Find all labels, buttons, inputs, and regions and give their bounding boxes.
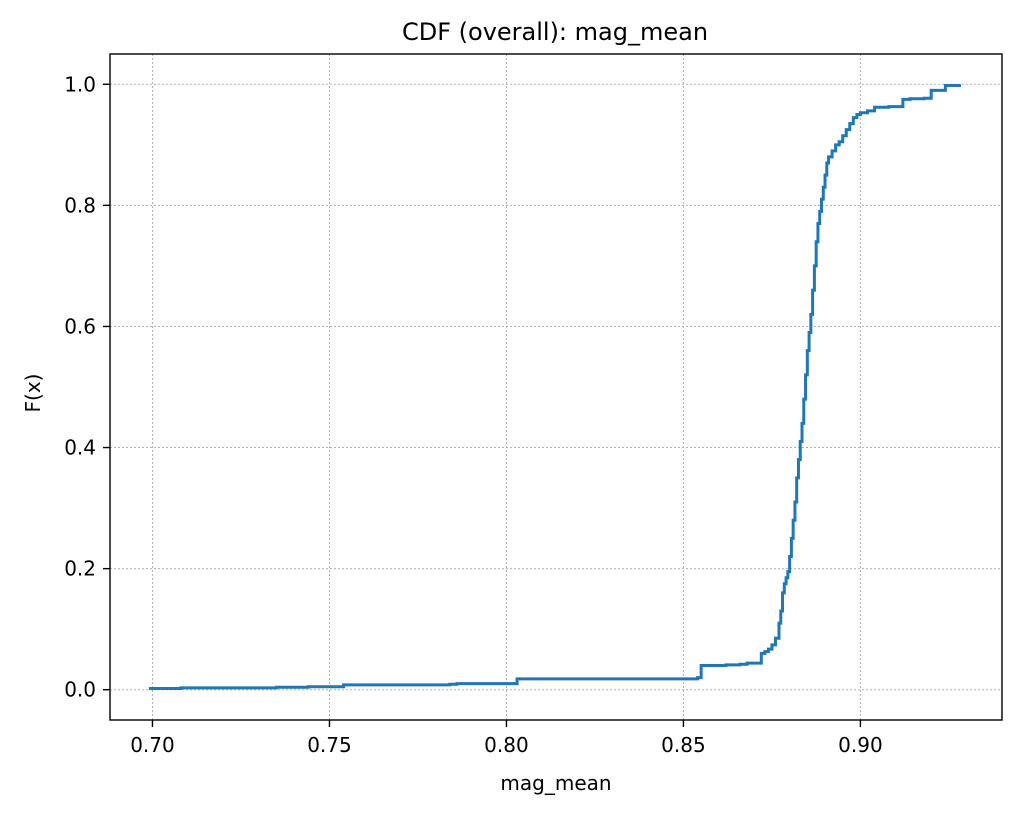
y-tick-label: 0.2	[64, 557, 96, 581]
y-axis-ticks: 0.0 0.2 0.4 0.6 0.8 1.0	[64, 72, 110, 702]
grid	[110, 54, 1002, 720]
y-tick-label: 0.8	[64, 193, 96, 217]
x-tick-label: 0.90	[838, 733, 883, 757]
y-tick-label: 1.0	[64, 72, 96, 96]
cdf-series-line	[148, 83, 962, 691]
x-axis-ticks: 0.70 0.75 0.80 0.85 0.90	[130, 720, 883, 757]
y-tick-label: 0.6	[64, 314, 96, 338]
x-axis-label: mag_mean	[500, 771, 611, 795]
x-tick-label: 0.70	[130, 733, 175, 757]
axes-frame	[109, 53, 1003, 721]
y-tick-label: 0.4	[64, 436, 96, 460]
y-axis-label: F(x)	[21, 374, 45, 413]
chart-title: CDF (overall): mag_mean	[402, 18, 708, 46]
x-tick-label: 0.75	[307, 733, 352, 757]
y-tick-label: 0.0	[64, 678, 96, 702]
x-tick-label: 0.85	[661, 733, 706, 757]
plot-area	[148, 83, 962, 691]
x-tick-label: 0.80	[484, 733, 529, 757]
